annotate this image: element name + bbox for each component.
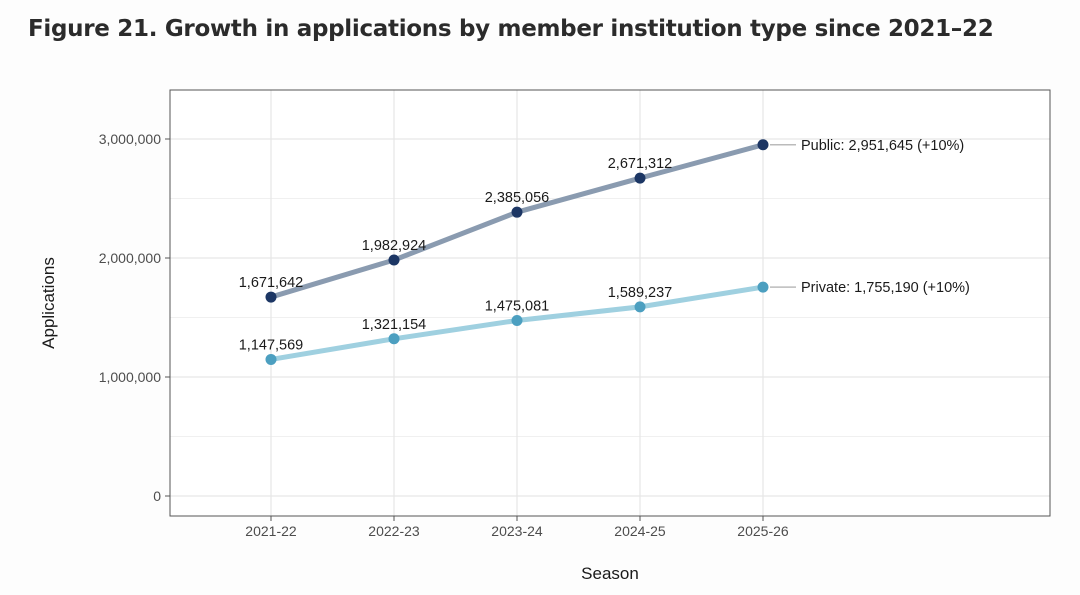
private-data-label: 1,475,081: [485, 298, 550, 314]
public-data-point: [511, 206, 523, 218]
private-data-point: [511, 314, 523, 326]
private-data-label: 1,147,569: [239, 337, 304, 353]
plot-border: [169, 89, 1051, 517]
public-data-label: 2,385,056: [485, 190, 550, 206]
plot-panel: [170, 90, 1050, 516]
public-data-point: [265, 291, 277, 303]
x-tick-label: 2023-24: [491, 523, 543, 539]
x-tick-label: 2024-25: [614, 523, 666, 539]
private-data-label: 1,589,237: [608, 285, 673, 301]
public-data-point: [388, 254, 400, 266]
figure-title: Figure 21. Growth in applications by mem…: [28, 16, 994, 42]
x-tick-label: 2025-26: [737, 523, 789, 539]
private-data-point: [265, 353, 277, 365]
public-data-label: 1,671,642: [239, 275, 304, 291]
public-data-label: 2,671,312: [608, 156, 673, 172]
x-axis-label: Season: [581, 564, 639, 583]
public-end-label: Public: 2,951,645 (+10%): [801, 138, 964, 154]
private-data-point: [634, 301, 646, 313]
private-data-point: [757, 281, 769, 293]
x-tick-label: 2021-22: [245, 523, 297, 539]
private-end-label: Private: 1,755,190 (+10%): [801, 280, 970, 296]
y-tick-label: 2,000,000: [99, 250, 161, 266]
public-data-point: [634, 172, 646, 184]
y-axis-label: Applications: [39, 257, 58, 349]
public-data-point: [757, 139, 769, 151]
y-tick-label: 0: [153, 488, 161, 504]
x-tick-label: 2022-23: [368, 523, 420, 539]
private-data-point: [388, 333, 400, 345]
public-data-label: 1,982,924: [362, 238, 427, 254]
y-tick-label: 3,000,000: [99, 131, 161, 147]
y-tick-label: 1,000,000: [99, 369, 161, 385]
private-data-label: 1,321,154: [362, 317, 427, 333]
